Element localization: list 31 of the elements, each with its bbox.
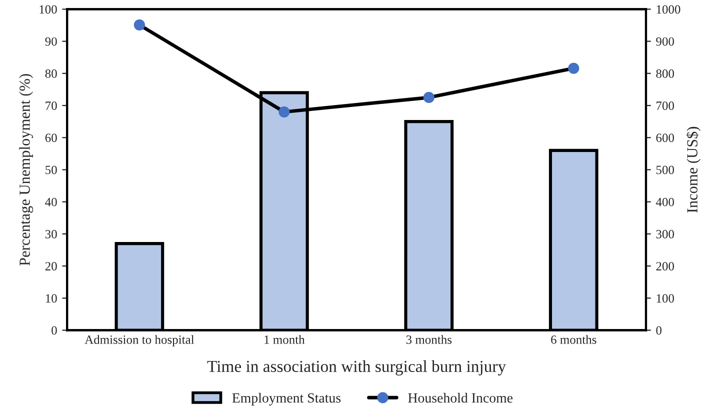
x-tick-label: 1 month: [264, 335, 305, 344]
y-tick-label: 20: [45, 262, 57, 270]
y2-tick-label: 0: [656, 326, 662, 335]
x-tick-label: 3 months: [406, 335, 452, 344]
x-axis-title: Time in association with surgical burn injury: [207, 360, 506, 376]
x-tick-label: 6 months: [551, 335, 596, 344]
y2-tick-label: 900: [656, 37, 674, 46]
y-tick-label: 100: [40, 5, 57, 14]
x-tick-label: Admission to hospital: [84, 335, 194, 346]
y2-tick-label: 800: [656, 69, 674, 78]
y2-tick-label: 200: [656, 262, 674, 270]
y2-axis-title: Income (US$): [686, 126, 701, 213]
y-tick-label: 90: [45, 37, 57, 46]
y-tick-label: 0: [52, 326, 57, 335]
y-tick-label: 60: [45, 134, 57, 142]
y-tick-label: 50: [46, 166, 57, 174]
y-tick-label: 40: [45, 198, 57, 206]
y2-tick-label: 300: [656, 230, 674, 238]
y-tick-label: 70: [46, 102, 57, 110]
y-axis-title: Percentage Unemployment (%): [19, 74, 34, 266]
y2-tick-label: 400: [656, 198, 674, 206]
y2-tick-label: 600: [656, 134, 674, 142]
legend-label: Household Income: [408, 392, 513, 403]
y2-tick-label: 700: [656, 102, 674, 110]
y-tick-label: 30: [45, 230, 57, 238]
y2-tick-label: 500: [656, 166, 674, 174]
y2-tick-label: 100: [656, 294, 674, 303]
legend-label: Employment Status: [232, 392, 341, 406]
y-tick-label: 80: [45, 69, 57, 78]
y2-tick-label: 1000: [656, 5, 680, 14]
y-tick-label: 10: [46, 294, 57, 303]
